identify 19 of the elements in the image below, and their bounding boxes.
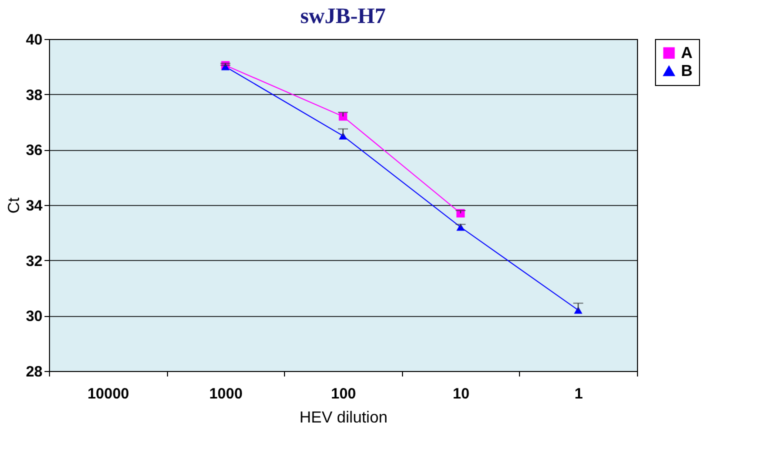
x-tick-label: 100: [330, 386, 356, 402]
y-tick-label: 40: [26, 32, 42, 48]
x-tick-label: 10: [452, 386, 470, 402]
y-tick-label: 34: [26, 198, 44, 214]
y-tick-label: 36: [26, 142, 42, 160]
x-axis-title: HEV dilution: [299, 410, 388, 426]
y-tick-label: 30: [26, 308, 42, 326]
y-tick-label: 38: [26, 86, 42, 104]
chart-title: swJB-H7: [300, 3, 386, 28]
point: [574, 306, 582, 314]
y-axis-title: Ct: [6, 196, 23, 214]
x-tick-label: 1000: [209, 386, 243, 402]
x-tick-label: 10000: [87, 386, 130, 402]
point: [456, 224, 465, 231]
legend-label: A: [681, 45, 693, 62]
y-tick-label: 32: [26, 252, 42, 270]
legend-label: B: [681, 63, 693, 80]
x-tick-label: 1: [574, 386, 583, 402]
y-tick-label: 28: [26, 364, 42, 380]
